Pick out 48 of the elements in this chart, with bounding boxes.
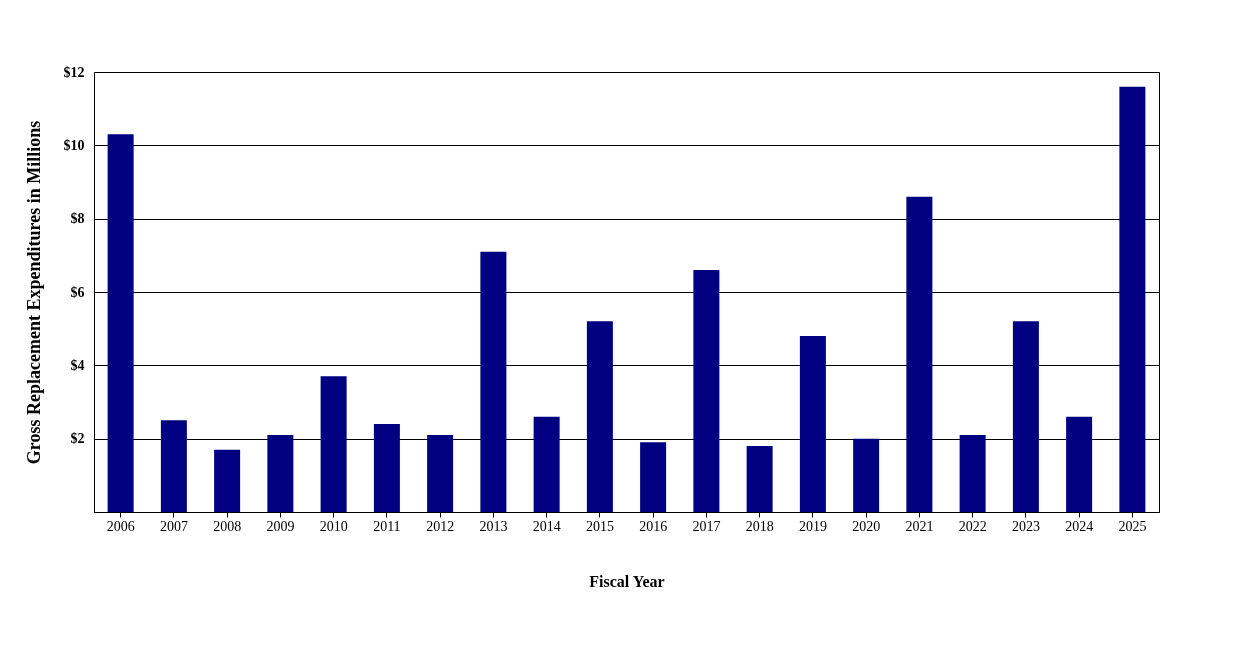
x-tick-label: 2009 [266, 518, 295, 534]
x-tick-label: 2015 [585, 518, 614, 534]
x-tick-label: 2016 [639, 518, 668, 534]
bar [586, 321, 613, 512]
bar [160, 420, 187, 512]
y-tick-label: $2 [70, 431, 85, 447]
x-tick-label: 2008 [213, 518, 242, 534]
bar [853, 438, 880, 512]
x-axis-title: Fiscal Year [589, 572, 665, 590]
x-tick-label: 2013 [479, 518, 508, 534]
bar [1012, 321, 1039, 512]
y-tick-label: $12 [63, 64, 85, 80]
x-tick-label: 2012 [426, 518, 455, 534]
bar [267, 435, 294, 512]
x-tick-label: 2007 [159, 518, 188, 534]
y-tick-label: $8 [70, 211, 85, 227]
y-axis-title: Gross Replacement Expenditures in Millions [23, 120, 44, 465]
bar [906, 196, 933, 512]
x-tick-label: 2025 [1118, 518, 1147, 534]
bar [320, 376, 347, 512]
x-tick-label: 2014 [532, 518, 561, 534]
bar [214, 449, 241, 512]
x-tick-label: 2023 [1011, 518, 1040, 534]
x-tick-label: 2010 [319, 518, 348, 534]
y-tick-label: $4 [70, 357, 85, 373]
bar [640, 442, 667, 512]
bar [427, 435, 454, 512]
bar [1066, 416, 1093, 512]
bar [480, 251, 507, 512]
x-tick-label: 2011 [373, 518, 401, 534]
bar [373, 424, 400, 512]
x-tick-label: 2020 [852, 518, 881, 534]
bar [693, 270, 720, 512]
bar [107, 134, 134, 512]
bar [1119, 86, 1146, 512]
x-tick-label: 2006 [106, 518, 135, 534]
x-tick-label: 2021 [905, 518, 934, 534]
y-tick-label: $10 [63, 137, 85, 153]
x-tick-label: 2022 [958, 518, 987, 534]
x-tick-label: 2018 [745, 518, 774, 534]
x-tick-label: 2017 [692, 518, 721, 534]
bar [533, 416, 560, 512]
bar [799, 336, 826, 512]
y-tick-label: $6 [70, 284, 85, 300]
x-tick-label: 2019 [798, 518, 827, 534]
x-tick-label: 2024 [1065, 518, 1094, 534]
bar [959, 435, 986, 512]
bar [746, 446, 773, 512]
